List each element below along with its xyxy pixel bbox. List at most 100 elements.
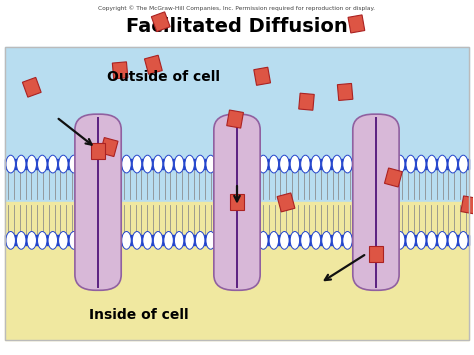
Ellipse shape [153,155,163,173]
Ellipse shape [417,155,426,173]
Ellipse shape [290,155,300,173]
Ellipse shape [17,231,26,249]
Ellipse shape [374,231,384,249]
Ellipse shape [69,155,79,173]
Ellipse shape [353,231,363,249]
Ellipse shape [269,231,279,249]
FancyBboxPatch shape [75,114,121,290]
Ellipse shape [259,231,268,249]
Ellipse shape [364,231,374,249]
Ellipse shape [48,155,57,173]
Ellipse shape [217,155,226,173]
Bar [5,235,469,245]
Ellipse shape [269,155,279,173]
Ellipse shape [90,231,100,249]
Ellipse shape [448,231,457,249]
Ellipse shape [111,155,121,173]
Ellipse shape [406,155,415,173]
Ellipse shape [395,155,405,173]
Ellipse shape [343,231,352,249]
Ellipse shape [322,155,331,173]
Bar [254,67,271,85]
Text: Facilitated Diffusion: Facilitated Diffusion [126,17,348,36]
Ellipse shape [195,155,205,173]
Ellipse shape [280,155,289,173]
Bar [348,15,365,33]
Bar [227,110,244,128]
Ellipse shape [195,231,205,249]
Ellipse shape [227,155,237,173]
Bar [5,159,469,169]
Ellipse shape [448,155,457,173]
Ellipse shape [69,231,79,249]
Bar [100,137,118,157]
Ellipse shape [80,155,89,173]
Ellipse shape [6,231,16,249]
Ellipse shape [458,231,468,249]
Ellipse shape [301,155,310,173]
Ellipse shape [237,231,247,249]
Bar [151,12,170,32]
Text: Inside of cell: Inside of cell [89,308,188,322]
FancyBboxPatch shape [353,114,399,290]
Ellipse shape [206,231,215,249]
Ellipse shape [280,231,289,249]
Ellipse shape [364,155,374,173]
Ellipse shape [153,231,163,249]
Ellipse shape [385,155,394,173]
Ellipse shape [458,155,468,173]
Ellipse shape [206,155,215,173]
Ellipse shape [90,155,100,173]
Ellipse shape [164,155,173,173]
Ellipse shape [417,231,426,249]
Text: Outside of cell: Outside of cell [107,71,220,84]
Ellipse shape [438,155,447,173]
Ellipse shape [143,155,152,173]
Ellipse shape [164,231,173,249]
Bar [277,193,295,212]
Bar [91,143,105,159]
Text: Copyright © The McGraw-Hill Companies, Inc. Permission required for reproduction: Copyright © The McGraw-Hill Companies, I… [99,5,375,11]
Bar [299,93,314,110]
Ellipse shape [27,155,36,173]
Ellipse shape [332,155,342,173]
Ellipse shape [80,231,89,249]
Bar [5,47,469,340]
Bar [369,246,383,262]
Ellipse shape [37,231,47,249]
Ellipse shape [332,231,342,249]
Ellipse shape [427,231,437,249]
Ellipse shape [122,231,131,249]
Ellipse shape [290,231,300,249]
Ellipse shape [59,155,68,173]
Ellipse shape [143,231,152,249]
Ellipse shape [406,231,415,249]
Ellipse shape [100,155,110,173]
Ellipse shape [59,231,68,249]
Ellipse shape [174,231,184,249]
Bar [337,83,353,100]
Ellipse shape [6,155,16,173]
Ellipse shape [237,155,247,173]
Bar [5,202,469,340]
Ellipse shape [48,231,57,249]
Bar [145,55,162,74]
Ellipse shape [385,231,394,249]
Ellipse shape [27,231,36,249]
Bar [461,196,474,214]
Ellipse shape [248,231,257,249]
Ellipse shape [374,155,384,173]
Bar [112,62,128,79]
Ellipse shape [395,231,405,249]
Ellipse shape [301,231,310,249]
Bar [5,47,469,202]
Ellipse shape [132,231,142,249]
Ellipse shape [353,155,363,173]
Ellipse shape [227,231,237,249]
Ellipse shape [100,231,110,249]
Ellipse shape [311,231,321,249]
Bar [384,168,402,187]
Ellipse shape [248,155,257,173]
Ellipse shape [174,155,184,173]
Bar [22,77,41,97]
